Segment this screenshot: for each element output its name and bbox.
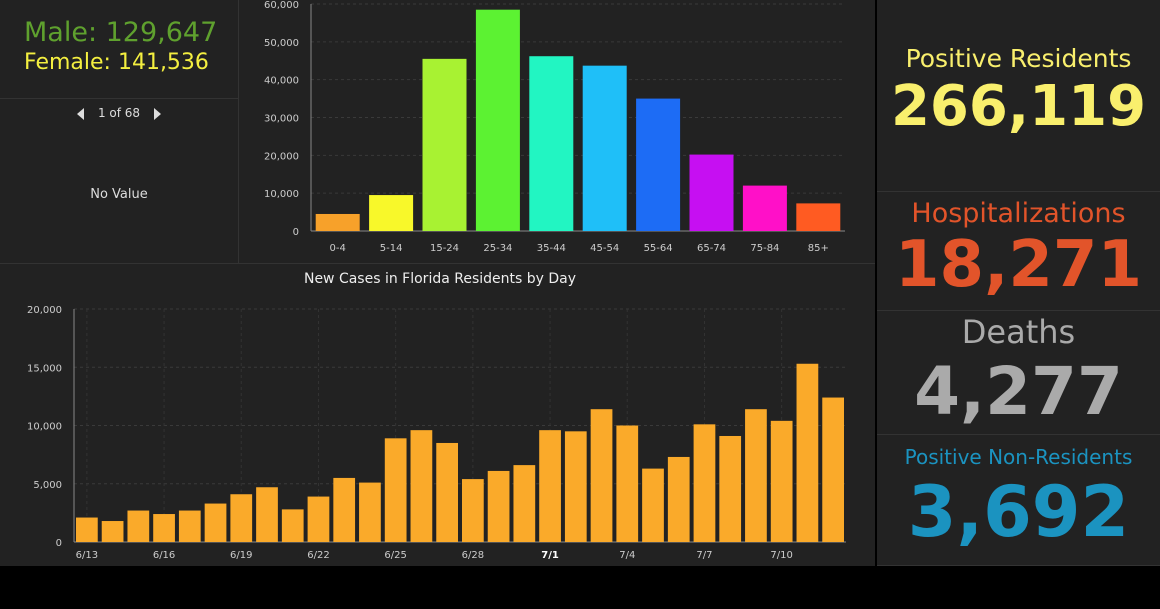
daily-bar <box>204 503 227 542</box>
age-bar-65-74 <box>689 154 734 231</box>
x-tick-label: 6/25 <box>384 550 406 561</box>
daily-bar <box>616 425 639 542</box>
age-group-chart: 60,000 50,000 40,000 30,000 20,000 10,000 0 0-4… <box>264 0 845 254</box>
age-bar-5-14 <box>369 195 414 231</box>
x-tick-label: 65-74 <box>697 243 726 254</box>
x-tick-label: 7/4 <box>619 550 635 561</box>
deaths-label: Deaths <box>961 313 1076 351</box>
y-tick-label: 15,000 <box>27 363 62 374</box>
daily-bar <box>667 456 690 542</box>
x-tick-label: 0-4 <box>330 243 346 254</box>
age-chart-panel: 60,000 50,000 40,000 30,000 20,000 10,000 0 0-4… <box>238 0 875 263</box>
daily-bar <box>281 509 304 542</box>
y-tick-label: 30,000 <box>264 114 299 125</box>
daily-bar <box>796 363 819 542</box>
non-residents-panel: Positive Non-Residents 3,692 <box>877 435 1160 566</box>
daily-bar <box>513 465 536 542</box>
daily-bar <box>770 420 793 542</box>
age-bar-75-84 <box>742 185 787 231</box>
daily-bar <box>745 409 767 542</box>
x-tick-label: 6/16 <box>153 550 175 561</box>
x-tick-label: 75-84 <box>750 243 779 254</box>
daily-bar <box>384 438 407 542</box>
y-tick-label: 10,000 <box>27 422 62 433</box>
non-residents-label: Positive Non-Residents <box>904 445 1133 469</box>
daily-bar <box>359 482 381 542</box>
y-tick-label: 5,000 <box>33 480 62 491</box>
next-arrow-icon[interactable] <box>154 107 162 120</box>
x-tick-label: 25-34 <box>483 243 512 254</box>
daily-bar <box>410 430 433 542</box>
daily-bar <box>230 494 253 542</box>
daily-bar <box>101 521 124 542</box>
x-tick-label: 55-64 <box>644 243 673 254</box>
daily-bar <box>642 468 664 542</box>
y-tick-label: 40,000 <box>264 76 299 87</box>
age-bar-15-24 <box>422 58 467 231</box>
x-tick-label: 5-14 <box>380 243 403 254</box>
daily-bar <box>333 477 356 542</box>
sex-breakdown-panel: Male: 129,647 Female: 141,536 <box>0 0 238 98</box>
y-tick-label: 0 <box>293 227 299 238</box>
pager-panel: 1 of 68 No Value <box>0 98 238 263</box>
previous-arrow-icon[interactable] <box>76 107 84 120</box>
age-bar-25-34 <box>475 9 520 231</box>
x-tick-label: 7/10 <box>770 550 792 561</box>
chart-title: New Cases in Florida Residents by Day <box>304 271 576 287</box>
daily-bar <box>590 409 613 542</box>
daily-bar <box>487 470 510 542</box>
x-tick-label: 6/22 <box>307 550 329 561</box>
daily-bar <box>539 430 561 542</box>
age-bar-35-44 <box>529 56 574 232</box>
x-tick-label: 6/19 <box>230 550 252 561</box>
pager-text: 1 of 68 <box>97 106 141 120</box>
female-count: Female: 141,536 <box>24 50 209 75</box>
y-tick-label: 50,000 <box>264 38 299 49</box>
y-tick-label: 0 <box>56 538 62 549</box>
positive-residents-panel: Positive Residents 266,119 <box>877 0 1160 192</box>
deaths-value: 4,277 <box>914 353 1123 430</box>
daily-bar <box>693 424 716 542</box>
x-tick-label: 35-44 <box>537 243 566 254</box>
pager: 1 of 68 <box>0 106 238 120</box>
y-tick-label: 10,000 <box>264 189 299 200</box>
y-tick-label: 20,000 <box>264 151 299 162</box>
daily-bar <box>153 514 175 542</box>
male-count: Male: 129,647 <box>24 17 218 48</box>
x-tick-label: 85+ <box>808 243 829 254</box>
daily-bar <box>436 442 458 542</box>
age-bar-85+ <box>796 203 841 231</box>
positive-residents-label: Positive Residents <box>905 44 1132 73</box>
daily-bar <box>307 496 330 542</box>
daily-cases-chart: New Cases in Florida Residents by Day 20,… <box>27 271 846 561</box>
x-tick-label: 7/7 <box>696 550 712 561</box>
daily-bar <box>76 517 98 542</box>
daily-bar <box>256 487 278 542</box>
deaths-panel: Deaths 4,277 <box>877 311 1160 435</box>
daily-bar <box>564 431 587 542</box>
positive-residents-value: 266,119 <box>890 74 1147 139</box>
x-tick-label: 45-54 <box>590 243 619 254</box>
daily-bar <box>178 510 201 542</box>
x-tick-label: 6/28 <box>462 550 484 561</box>
hospitalizations-value: 18,271 <box>895 228 1142 302</box>
daily-bar <box>719 435 742 542</box>
daily-bar <box>822 397 844 542</box>
hospitalizations-label: Hospitalizations <box>911 198 1126 229</box>
hospitalizations-panel: Hospitalizations 18,271 <box>877 192 1160 311</box>
age-bar-55-64 <box>636 98 681 231</box>
y-tick-label: 20,000 <box>27 305 62 316</box>
non-residents-value: 3,692 <box>907 471 1130 553</box>
daily-bar <box>462 479 484 542</box>
age-bar-45-54 <box>582 65 627 231</box>
no-value-text: No Value <box>90 187 148 202</box>
x-tick-label: 6/13 <box>76 550 98 561</box>
x-tick-label: 15-24 <box>430 243 459 254</box>
age-bar-0-4 <box>315 213 360 231</box>
y-tick-label: 60,000 <box>264 0 299 11</box>
daily-bar <box>127 510 150 542</box>
x-tick-label: 7/1 <box>541 550 559 561</box>
daily-cases-panel: New Cases in Florida Residents by Day 20,… <box>0 263 875 566</box>
